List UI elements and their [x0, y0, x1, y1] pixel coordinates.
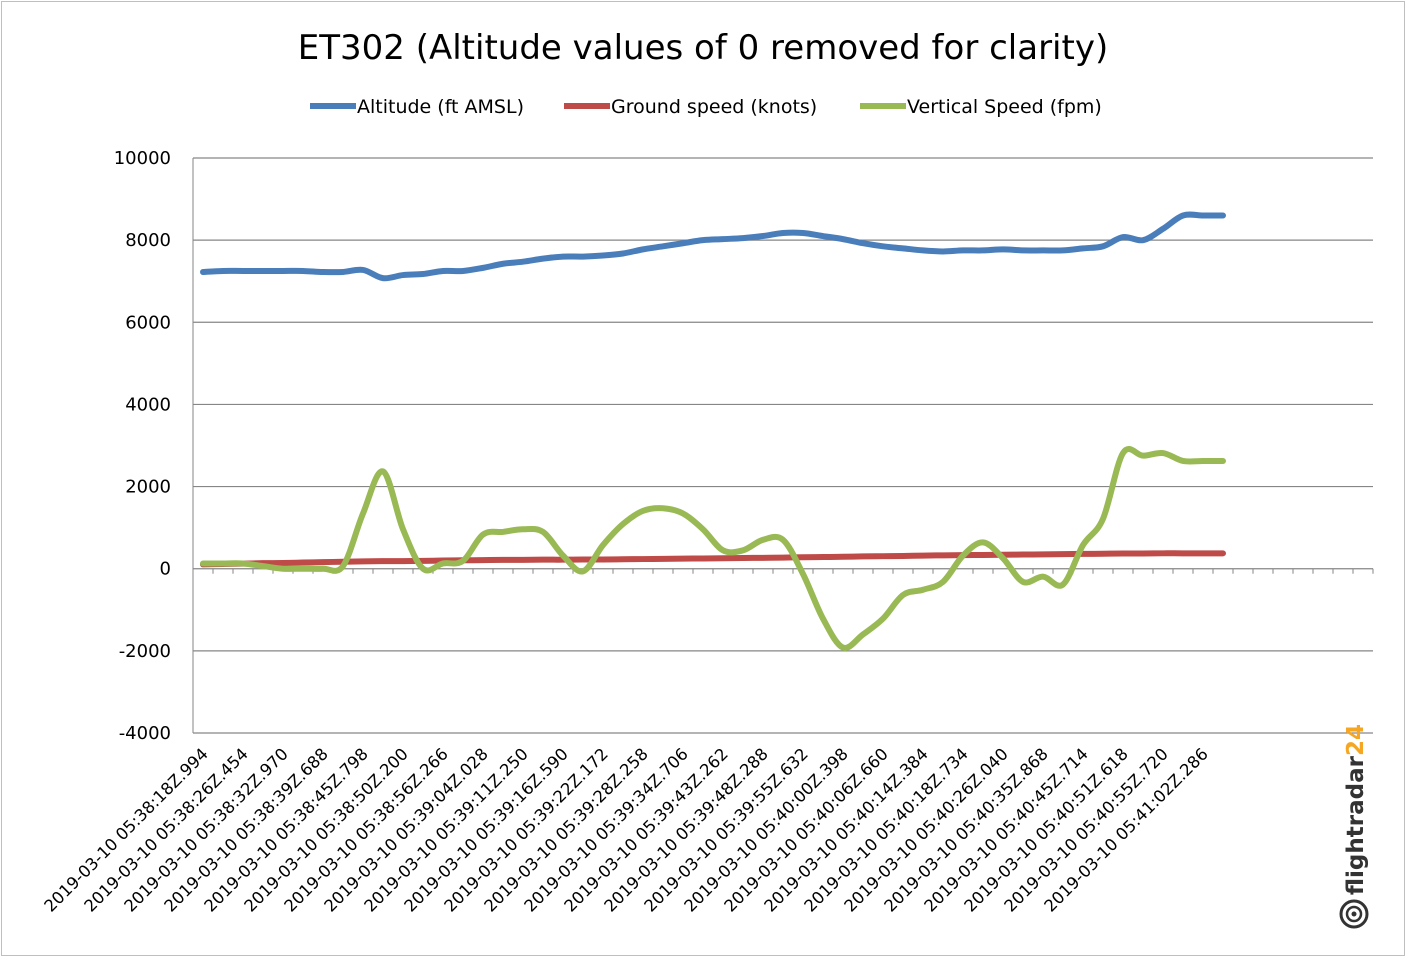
y-tick-label: 6000 — [125, 312, 171, 333]
y-tick-label: 8000 — [125, 230, 171, 251]
logo-text: flightradar24 — [1343, 724, 1369, 895]
logo-text-accent: 24 — [1343, 724, 1369, 756]
y-tick-label: 0 — [160, 559, 171, 580]
series-lines — [200, 211, 1226, 651]
chart-title: ET302 (Altitude values of 0 removed for … — [298, 28, 1108, 68]
y-axis-ticks: 10000 8000 6000 4000 2000 0 -2000 -4000 — [114, 148, 171, 744]
legend: Altitude (ft AMSL) Ground speed (knots) … — [310, 96, 1102, 118]
y-tick-label: 4000 — [125, 394, 171, 415]
y-tick-label: 2000 — [125, 477, 171, 498]
series-line-vertical-speed — [200, 446, 1226, 651]
series-line-altitude — [200, 211, 1226, 282]
legend-label-altitude: Altitude (ft AMSL) — [357, 96, 524, 118]
grid — [193, 157, 1373, 734]
legend-label-vertical-speed: Vertical Speed (fpm) — [907, 96, 1102, 118]
legend-label-ground-speed: Ground speed (knots) — [611, 96, 817, 118]
y-tick-label: 10000 — [114, 148, 171, 169]
logo-text-main: flightradar — [1343, 755, 1369, 895]
radar-icon — [1339, 899, 1369, 929]
x-axis — [192, 568, 1374, 574]
series-line-ground-speed — [200, 550, 1226, 568]
y-tick-label: -2000 — [119, 641, 171, 662]
y-tick-label: -4000 — [119, 723, 171, 744]
flightradar24-logo: flightradar24 — [1339, 724, 1369, 929]
